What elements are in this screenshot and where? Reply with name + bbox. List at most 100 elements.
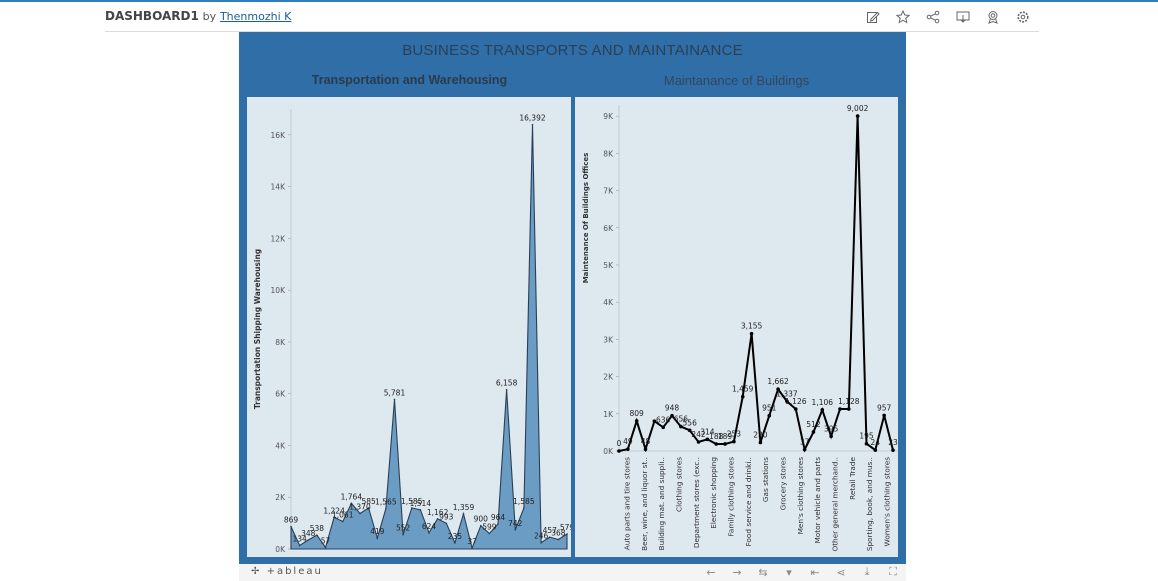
- transport-data-label: 1,565: [375, 497, 397, 506]
- maintenance-data-label: 195: [859, 432, 874, 441]
- transport-data-label: 742: [508, 519, 523, 528]
- maintenance-x-tick-label: Clothing stores: [675, 457, 684, 512]
- maintenance-y-tick-label: 6K: [603, 224, 614, 233]
- maintenance-data-label: 230: [753, 430, 768, 439]
- maintenance-data-point: [758, 440, 763, 445]
- maintenance-data-label: 23: [888, 438, 898, 447]
- fullscreen-icon[interactable]: ⛶: [889, 565, 897, 578]
- transport-data-point: [557, 538, 560, 541]
- maintenance-data-label: 189: [718, 432, 733, 441]
- transport-y-tick-label: 12K: [271, 234, 287, 243]
- transport-data-label: 134: [292, 535, 307, 544]
- maintenance-data-point: [864, 441, 869, 446]
- maintenance-x-tick-label: Building mat. and suppli..: [657, 457, 666, 550]
- maintenance-chart-panel[interactable]: Maintenance Of Buildings Offices 0K 1K 2K 3K…: [575, 97, 898, 557]
- transport-data-label: 419: [370, 527, 385, 536]
- maintenance-y-axis-label: Maintenance Of Buildings Offices: [582, 153, 590, 284]
- revert-dropdown-icon[interactable]: ▾: [786, 565, 792, 579]
- maintenance-y-tick-label: 9K: [603, 112, 614, 121]
- maintenance-data-label: 1,106: [812, 398, 834, 407]
- share-icon[interactable]: [925, 9, 941, 25]
- footer-share-icon[interactable]: ⋖: [836, 565, 846, 579]
- transport-data-label: 16,392: [519, 114, 545, 123]
- transport-area-series: [290, 124, 568, 550]
- transport-y-tick-label: 14K: [271, 183, 287, 192]
- transport-data-label: 1,585: [401, 497, 423, 506]
- maintenance-y-tick-label: 7K: [603, 187, 614, 196]
- transport-data-point: [479, 524, 482, 527]
- transport-y-tick-label: 4K: [275, 441, 286, 450]
- transport-data-point: [359, 512, 361, 515]
- transport-data-point: [548, 536, 551, 538]
- transport-data-point: [393, 398, 396, 401]
- header-bar: DASHBOARD1 by Thenmozhi K: [105, 4, 1039, 32]
- undo-icon[interactable]: ←: [706, 565, 716, 579]
- maintenance-data-label: 314: [700, 427, 715, 436]
- transport-data-label: 1,162: [427, 508, 449, 517]
- transport-data-label: 585: [361, 497, 376, 506]
- transport-data-label: 457: [543, 526, 558, 535]
- maintenance-x-tick-label: Food service and drinki..: [744, 457, 753, 547]
- transport-data-point: [385, 507, 387, 510]
- dashboard-title: BUSINESS TRANSPORTS AND MAINTAINANCE: [402, 42, 743, 59]
- maintenance-y-tick-label: 2K: [603, 373, 614, 382]
- maintenance-data-label: 556: [683, 418, 698, 427]
- maintenance-data-label: 9,002: [847, 104, 869, 113]
- maintenance-data-point: [847, 407, 851, 411]
- star-icon[interactable]: [895, 9, 911, 25]
- transport-data-point: [333, 516, 335, 519]
- maintenance-data-label: 1,128: [838, 397, 860, 406]
- maintenance-data-point: [696, 440, 701, 444]
- footer-download-icon[interactable]: ⤓: [864, 565, 870, 578]
- transport-data-point: [540, 541, 542, 544]
- transport-data-point: [419, 509, 422, 511]
- transport-data-label: 246: [534, 532, 549, 541]
- transport-data-label: 900: [474, 515, 489, 524]
- transport-y-tick-label: 16K: [271, 131, 287, 140]
- redo-icon[interactable]: →: [732, 565, 742, 579]
- transport-chart-panel[interactable]: Transportation Shipping Warehousing 0K 2K 4…: [247, 97, 574, 557]
- chart2-title: Maintanance of Buildings: [663, 73, 810, 88]
- transport-y-tick-label: 8K: [275, 338, 286, 347]
- maintenance-data-label: 948: [665, 404, 680, 413]
- transport-data-point: [324, 546, 327, 549]
- transport-data-label: 1,585: [513, 497, 535, 506]
- top-accent-bar: [0, 0, 1158, 2]
- maintenance-data-point: [634, 419, 639, 423]
- transport-data-point: [367, 507, 370, 509]
- transport-data-point: [350, 502, 353, 505]
- badge-icon[interactable]: [985, 9, 1001, 25]
- transport-data-point: [505, 388, 508, 391]
- maintenance-x-tick-label: Beer, wine, and liquor st..: [640, 457, 649, 551]
- transport-y-tick-label: 10K: [271, 286, 287, 295]
- maintenance-x-tick-label: Women's clothing stores: [883, 457, 892, 547]
- maintenance-data-point: [873, 448, 878, 452]
- transport-data-point: [566, 533, 568, 535]
- maintenance-data-point: [670, 413, 674, 418]
- maintenance-x-tick-label: Other general merchand..: [831, 457, 840, 552]
- maintenance-data-label: 395: [824, 424, 839, 433]
- transport-data-point: [410, 507, 413, 509]
- maintenance-data-point: [740, 394, 745, 399]
- download-icon[interactable]: [955, 9, 971, 25]
- viz-footer: ✢ +ableau ← → ⇆ ▾ ⇤ ⋖ ⤓ ⛶: [239, 564, 906, 581]
- author-link[interactable]: Thenmozhi K: [219, 10, 292, 23]
- transport-data-label: 964: [491, 513, 506, 522]
- transport-data-point: [307, 539, 310, 541]
- maintenance-line-chart[interactable]: Maintenance Of Buildings Offices 0K 1K 2K 3K…: [575, 97, 898, 557]
- maintenance-data-point: [776, 387, 780, 391]
- edit-icon[interactable]: [865, 9, 881, 25]
- reset-icon[interactable]: ⇤: [810, 565, 820, 579]
- revert-icon[interactable]: ⇆: [758, 565, 768, 579]
- maintenance-y-tick-label: 1K: [603, 410, 614, 419]
- transport-y-axis-label: Transportation Shipping Warehousing: [253, 249, 262, 409]
- maintenance-data-label: 253: [727, 430, 742, 439]
- transport-data-point: [471, 547, 473, 549]
- maintenance-data-point: [838, 407, 842, 411]
- maintenance-data-point: [891, 448, 895, 452]
- maintenance-data-label: 951: [762, 404, 777, 413]
- settings-icon[interactable]: [1015, 9, 1031, 25]
- transport-data-point: [497, 523, 499, 525]
- maintenance-y-tick-label: 8K: [603, 149, 614, 158]
- transport-area-chart[interactable]: Transportation Shipping Warehousing 0K 2K 4…: [247, 97, 574, 557]
